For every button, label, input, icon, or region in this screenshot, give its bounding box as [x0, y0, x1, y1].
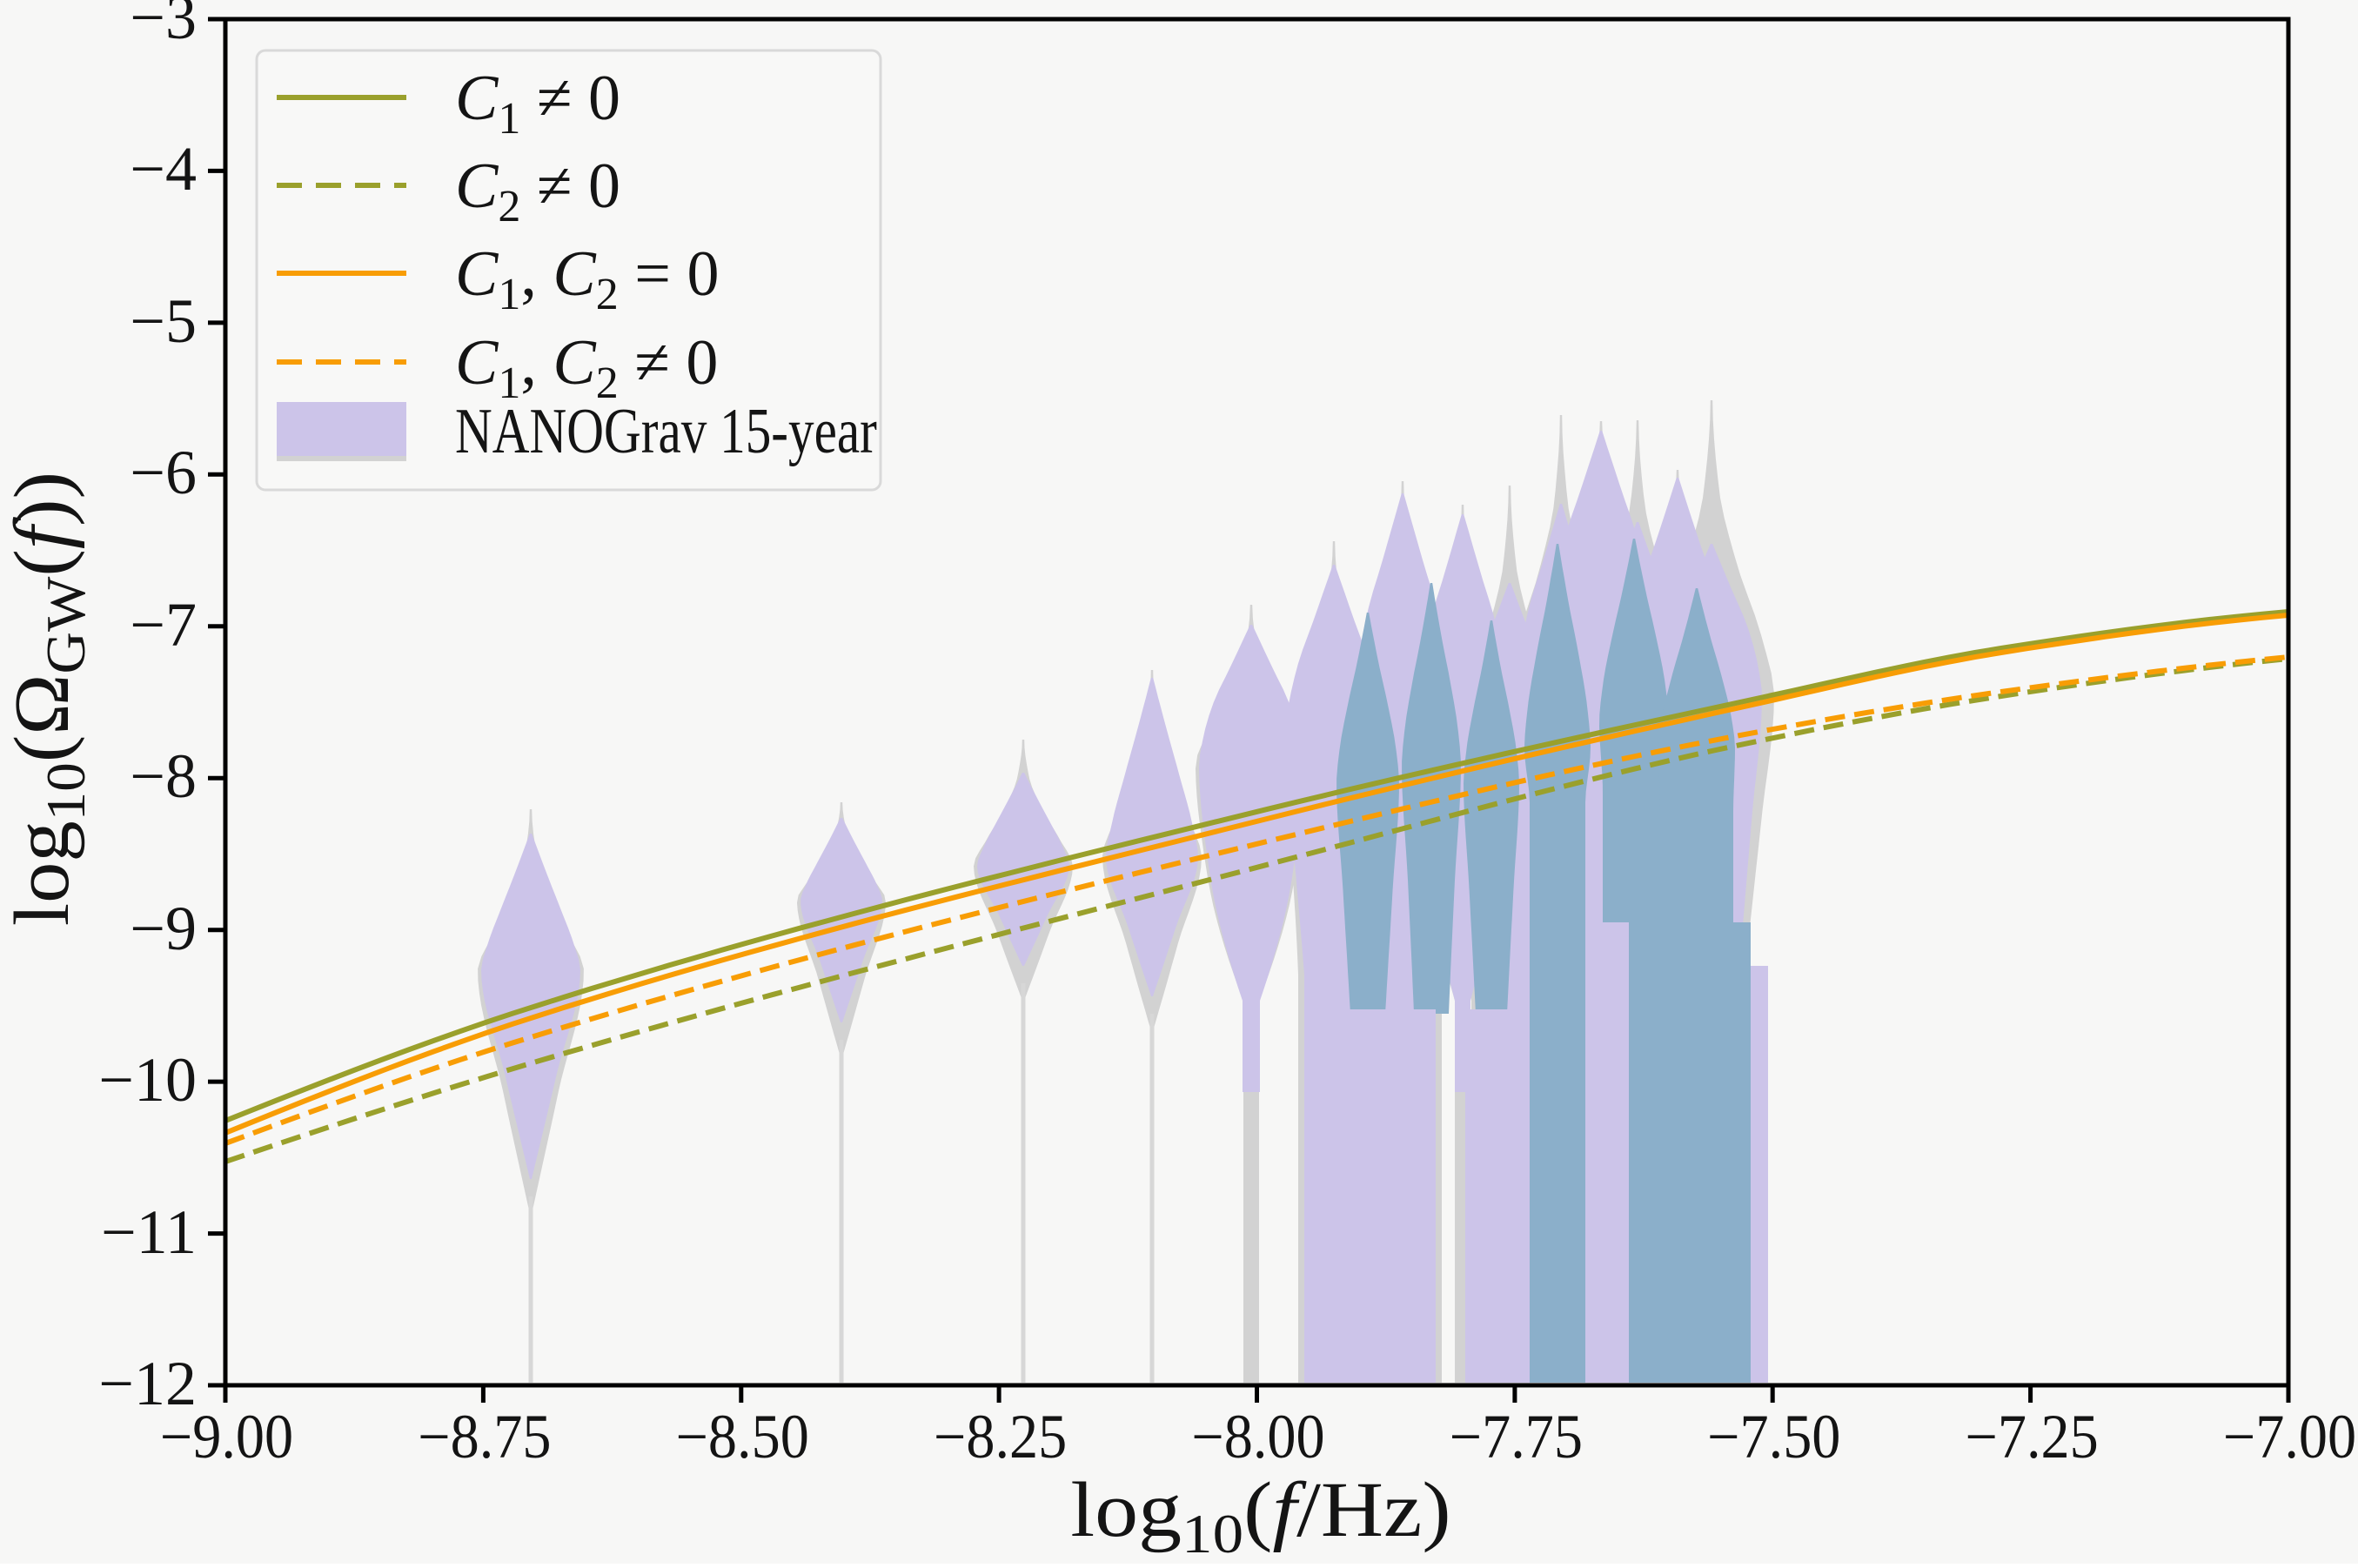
svg-text:−4: −4 — [130, 134, 197, 204]
svg-text:log10(f/Hz): log10(f/Hz) — [1070, 1466, 1450, 1564]
svg-text:−8.00: −8.00 — [1191, 1401, 1324, 1471]
svg-text:−8: −8 — [130, 741, 197, 811]
svg-text:−8.25: −8.25 — [934, 1401, 1067, 1471]
svg-text:−7.50: −7.50 — [1707, 1401, 1840, 1471]
svg-text:C2​ ≠ 0: C2​ ≠ 0 — [455, 151, 620, 231]
svg-text:−10: −10 — [98, 1045, 197, 1115]
svg-text:C1​ ≠ 0: C1​ ≠ 0 — [455, 63, 620, 144]
svg-text:−3: −3 — [130, 0, 197, 52]
svg-text:−11: −11 — [101, 1197, 197, 1267]
svg-text:−12: −12 — [98, 1349, 197, 1418]
svg-text:−9.00: −9.00 — [160, 1401, 293, 1471]
svg-text:log10(ΩGW(f)): log10(ΩGW(f)) — [0, 472, 97, 926]
svg-text:−9: −9 — [130, 894, 197, 963]
svg-text:C1​, C2​ = 0: C1​, C2​ = 0 — [455, 238, 719, 319]
svg-text:−7.25: −7.25 — [1965, 1401, 2098, 1471]
svg-text:−7: −7 — [130, 590, 197, 660]
svg-text:−7.00: −7.00 — [2223, 1401, 2356, 1471]
svg-text:−6: −6 — [130, 438, 197, 507]
svg-text:−8.75: −8.75 — [418, 1401, 551, 1471]
svg-text:−8.50: −8.50 — [676, 1401, 809, 1471]
svg-text:−5: −5 — [130, 286, 197, 356]
svg-text:−7.75: −7.75 — [1450, 1401, 1583, 1471]
svg-text:NANOGrav 15-year: NANOGrav 15-year — [455, 396, 877, 467]
